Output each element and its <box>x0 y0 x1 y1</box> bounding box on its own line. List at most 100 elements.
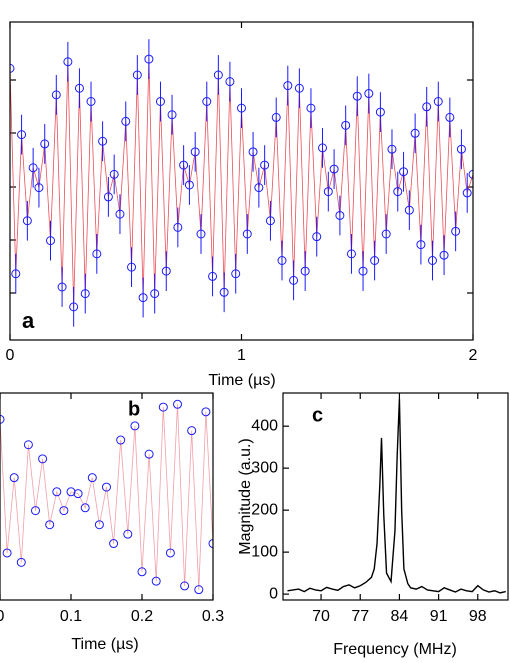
data-point <box>59 506 69 516</box>
data-point <box>300 266 310 276</box>
plot-area <box>287 398 506 594</box>
x-tick-label: 0.2 <box>131 608 153 625</box>
data-point <box>451 226 461 236</box>
x-tick-label: 0.1 <box>60 608 82 625</box>
data-point <box>151 576 161 586</box>
data-point <box>22 216 32 226</box>
data-point <box>306 103 316 113</box>
data-point <box>86 97 96 106</box>
data-point <box>0 414 5 424</box>
data-point <box>31 506 40 516</box>
data-point <box>179 160 189 170</box>
x-tick-label: 84 <box>391 608 409 625</box>
data-point <box>45 520 55 530</box>
data-point <box>187 426 197 436</box>
data-point <box>102 482 111 492</box>
data-point <box>137 567 147 577</box>
data-point <box>109 169 119 179</box>
x-axis-label: Frequency (MHz) <box>333 641 457 658</box>
x-tick-label: 0.3 <box>202 608 224 625</box>
data-point <box>150 289 160 299</box>
data-point <box>80 503 90 513</box>
data-point <box>184 180 194 190</box>
data-point <box>213 70 223 80</box>
data-point <box>225 77 235 87</box>
data-point <box>375 107 385 117</box>
y-tick-label: 400 <box>251 417 278 434</box>
data-point <box>16 557 26 567</box>
data-point <box>312 232 322 242</box>
data-point <box>381 229 391 239</box>
data-point <box>69 302 79 312</box>
data-point <box>2 548 12 558</box>
data-point <box>323 187 333 197</box>
data-point <box>242 229 252 239</box>
data-point <box>346 249 356 259</box>
data-point <box>94 520 104 530</box>
x-tick-label: 1 <box>237 347 246 364</box>
data-point <box>167 110 177 120</box>
data-point <box>46 236 56 246</box>
data-point <box>138 293 148 303</box>
data-point <box>318 143 328 153</box>
data-point <box>352 91 362 101</box>
data-point <box>416 240 426 250</box>
data-point <box>335 210 345 220</box>
plot-area <box>0 399 213 595</box>
y-axis-label: Magnitude (a.u.) <box>237 438 254 555</box>
x-tick-label: 70 <box>312 608 330 625</box>
x-axis-label: Time (µs) <box>71 636 138 653</box>
data-point <box>80 289 90 299</box>
data-point <box>144 54 154 64</box>
panel-label: b <box>128 398 140 420</box>
data-point <box>92 249 102 259</box>
data-point <box>52 487 62 497</box>
data-point <box>208 271 218 281</box>
x-tick-label: 0 <box>0 608 5 625</box>
data-point <box>127 262 137 272</box>
data-point <box>462 188 472 198</box>
data-point <box>34 183 44 193</box>
data-point <box>237 103 246 113</box>
data-point <box>9 473 19 483</box>
data-point <box>116 435 126 445</box>
data-point <box>73 489 83 499</box>
y-tick-label: 100 <box>251 543 278 560</box>
data-point <box>40 139 50 149</box>
data-point <box>28 163 38 173</box>
data-point <box>329 164 339 174</box>
data-point <box>66 487 76 497</box>
plot-area <box>10 39 473 327</box>
data-point <box>439 250 449 260</box>
data-point <box>132 70 142 80</box>
x-tick-label: 98 <box>469 608 487 625</box>
data-point <box>109 539 119 549</box>
panel-label: a <box>22 308 35 333</box>
plot-frame <box>282 392 509 601</box>
data-point <box>63 57 73 67</box>
data-point <box>98 136 108 146</box>
data-point <box>456 144 466 154</box>
data-point <box>115 209 125 219</box>
data-point <box>231 269 241 279</box>
data-point <box>158 402 168 412</box>
data-point <box>173 399 182 409</box>
data-point <box>57 282 67 292</box>
y-tick-label: 0 <box>269 585 278 602</box>
data-point <box>410 128 420 138</box>
data-point <box>196 229 206 239</box>
data-point <box>87 473 97 483</box>
data-point <box>358 266 368 276</box>
data-point <box>173 222 183 232</box>
data-point <box>404 205 414 215</box>
data-point <box>427 256 437 265</box>
spectrum-line <box>287 398 506 594</box>
data-point <box>201 407 211 417</box>
plot-frame <box>0 392 214 601</box>
data-point <box>289 275 299 285</box>
data-point <box>399 167 409 177</box>
data-point <box>144 449 154 459</box>
data-point <box>277 256 287 265</box>
data-point <box>123 529 133 539</box>
